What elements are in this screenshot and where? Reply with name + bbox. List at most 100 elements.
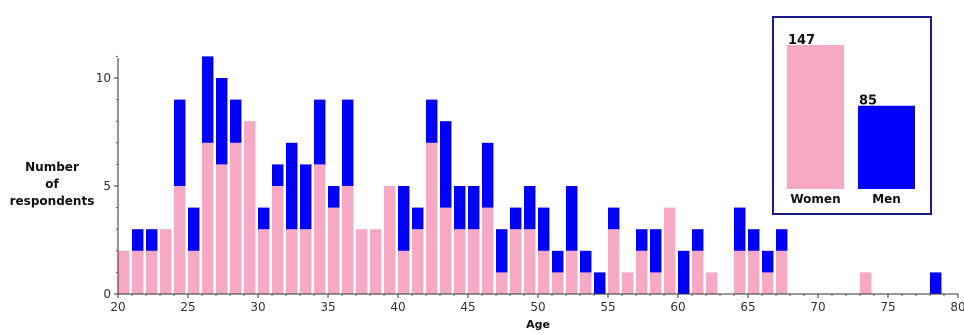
x-tick-label-20: 20 <box>110 300 125 314</box>
bar-men-30 <box>258 207 270 230</box>
bar-men-32 <box>286 142 298 230</box>
x-tick-label-40: 40 <box>390 300 405 314</box>
y-tick-label-10: 10 <box>96 71 111 85</box>
bar-men-24 <box>174 99 186 186</box>
inset-bar-women <box>787 45 844 189</box>
bar-men-36 <box>342 99 354 186</box>
x-tick-label-25: 25 <box>180 300 195 314</box>
bar-men-54 <box>594 272 606 294</box>
inset-category-label-men: Men <box>872 192 901 206</box>
bar-women-31 <box>272 186 284 294</box>
bar-women-36 <box>342 186 354 294</box>
bar-women-73 <box>860 272 872 294</box>
bar-women-51 <box>552 272 564 294</box>
bar-women-52 <box>566 250 578 294</box>
bar-men-64 <box>734 207 746 251</box>
bar-women-56 <box>622 272 634 294</box>
bar-women-30 <box>258 229 270 294</box>
inset-bar-men <box>858 105 915 189</box>
y-axis-label-line: Number <box>25 160 79 174</box>
bar-men-27 <box>216 78 228 165</box>
bar-men-33 <box>300 164 312 230</box>
bar-women-34 <box>314 164 326 294</box>
bar-women-38 <box>370 229 382 294</box>
bar-men-67 <box>776 229 788 251</box>
bar-men-31 <box>272 164 284 186</box>
bar-women-42 <box>426 142 438 294</box>
x-tick-label-50: 50 <box>530 300 545 314</box>
x-tick-label-60: 60 <box>670 300 685 314</box>
bar-men-44 <box>454 186 466 230</box>
bar-men-26 <box>202 56 214 143</box>
bar-women-46 <box>482 207 494 294</box>
inset-value-label-men: 85 <box>859 94 877 109</box>
bar-men-34 <box>314 99 326 165</box>
bar-men-57 <box>636 229 648 251</box>
bar-men-41 <box>412 207 424 230</box>
bar-men-55 <box>608 207 620 230</box>
bar-women-45 <box>468 229 480 294</box>
bar-men-78 <box>930 272 942 294</box>
bar-men-51 <box>552 250 564 273</box>
bar-women-65 <box>748 250 760 294</box>
bar-women-59 <box>664 207 676 294</box>
bar-women-50 <box>538 250 550 294</box>
bar-women-20 <box>118 250 130 294</box>
y-axis-label-line: respondents <box>10 194 95 208</box>
bar-men-53 <box>580 250 592 273</box>
bar-women-58 <box>650 272 662 294</box>
x-tick-label-55: 55 <box>600 300 615 314</box>
x-tick-label-35: 35 <box>320 300 335 314</box>
bar-women-61 <box>692 250 704 294</box>
bar-women-37 <box>356 229 368 294</box>
inset-value-label-women: 147 <box>788 33 815 48</box>
bar-women-57 <box>636 250 648 294</box>
bar-women-27 <box>216 164 228 294</box>
bar-women-25 <box>188 250 200 294</box>
y-tick-label-0: 0 <box>103 287 111 301</box>
y-axis-label-line: of <box>45 177 59 191</box>
bar-women-48 <box>510 229 522 294</box>
x-tick-label-45: 45 <box>460 300 475 314</box>
bar-women-33 <box>300 229 312 294</box>
bar-men-25 <box>188 207 200 251</box>
bar-women-62 <box>706 272 718 294</box>
bar-women-41 <box>412 229 424 294</box>
bar-men-60 <box>678 250 690 294</box>
bar-men-35 <box>328 186 340 208</box>
bar-men-45 <box>468 186 480 230</box>
bar-men-42 <box>426 99 438 143</box>
bar-men-61 <box>692 229 704 251</box>
inset-category-label-women: Women <box>790 192 840 206</box>
bar-men-43 <box>440 121 452 208</box>
bar-men-22 <box>146 229 158 251</box>
bar-women-66 <box>762 272 774 294</box>
bar-men-21 <box>132 229 144 251</box>
bar-men-46 <box>482 142 494 208</box>
x-tick-label-30: 30 <box>250 300 265 314</box>
x-tick-label-80: 80 <box>950 300 964 314</box>
x-axis-label: Age <box>526 318 550 331</box>
bar-women-47 <box>496 272 508 294</box>
x-tick-label-70: 70 <box>810 300 825 314</box>
bar-women-35 <box>328 207 340 294</box>
bar-women-67 <box>776 250 788 294</box>
axes: 20 25 30 35 40 45 50 55 60 65 70 75 80 0 5 10 Age Number o… <box>10 55 964 331</box>
bar-men-47 <box>496 229 508 273</box>
bar-women-26 <box>202 142 214 294</box>
bar-women-24 <box>174 186 186 294</box>
bar-women-29 <box>244 121 256 294</box>
bar-women-44 <box>454 229 466 294</box>
bar-men-49 <box>524 186 536 230</box>
bar-women-39 <box>384 186 396 294</box>
x-tick-label-65: 65 <box>740 300 755 314</box>
bar-men-50 <box>538 207 550 251</box>
bar-women-28 <box>230 142 242 294</box>
bar-women-23 <box>160 229 172 294</box>
bar-women-64 <box>734 250 746 294</box>
bar-men-40 <box>398 186 410 251</box>
bar-women-49 <box>524 229 536 294</box>
bar-women-22 <box>146 250 158 294</box>
